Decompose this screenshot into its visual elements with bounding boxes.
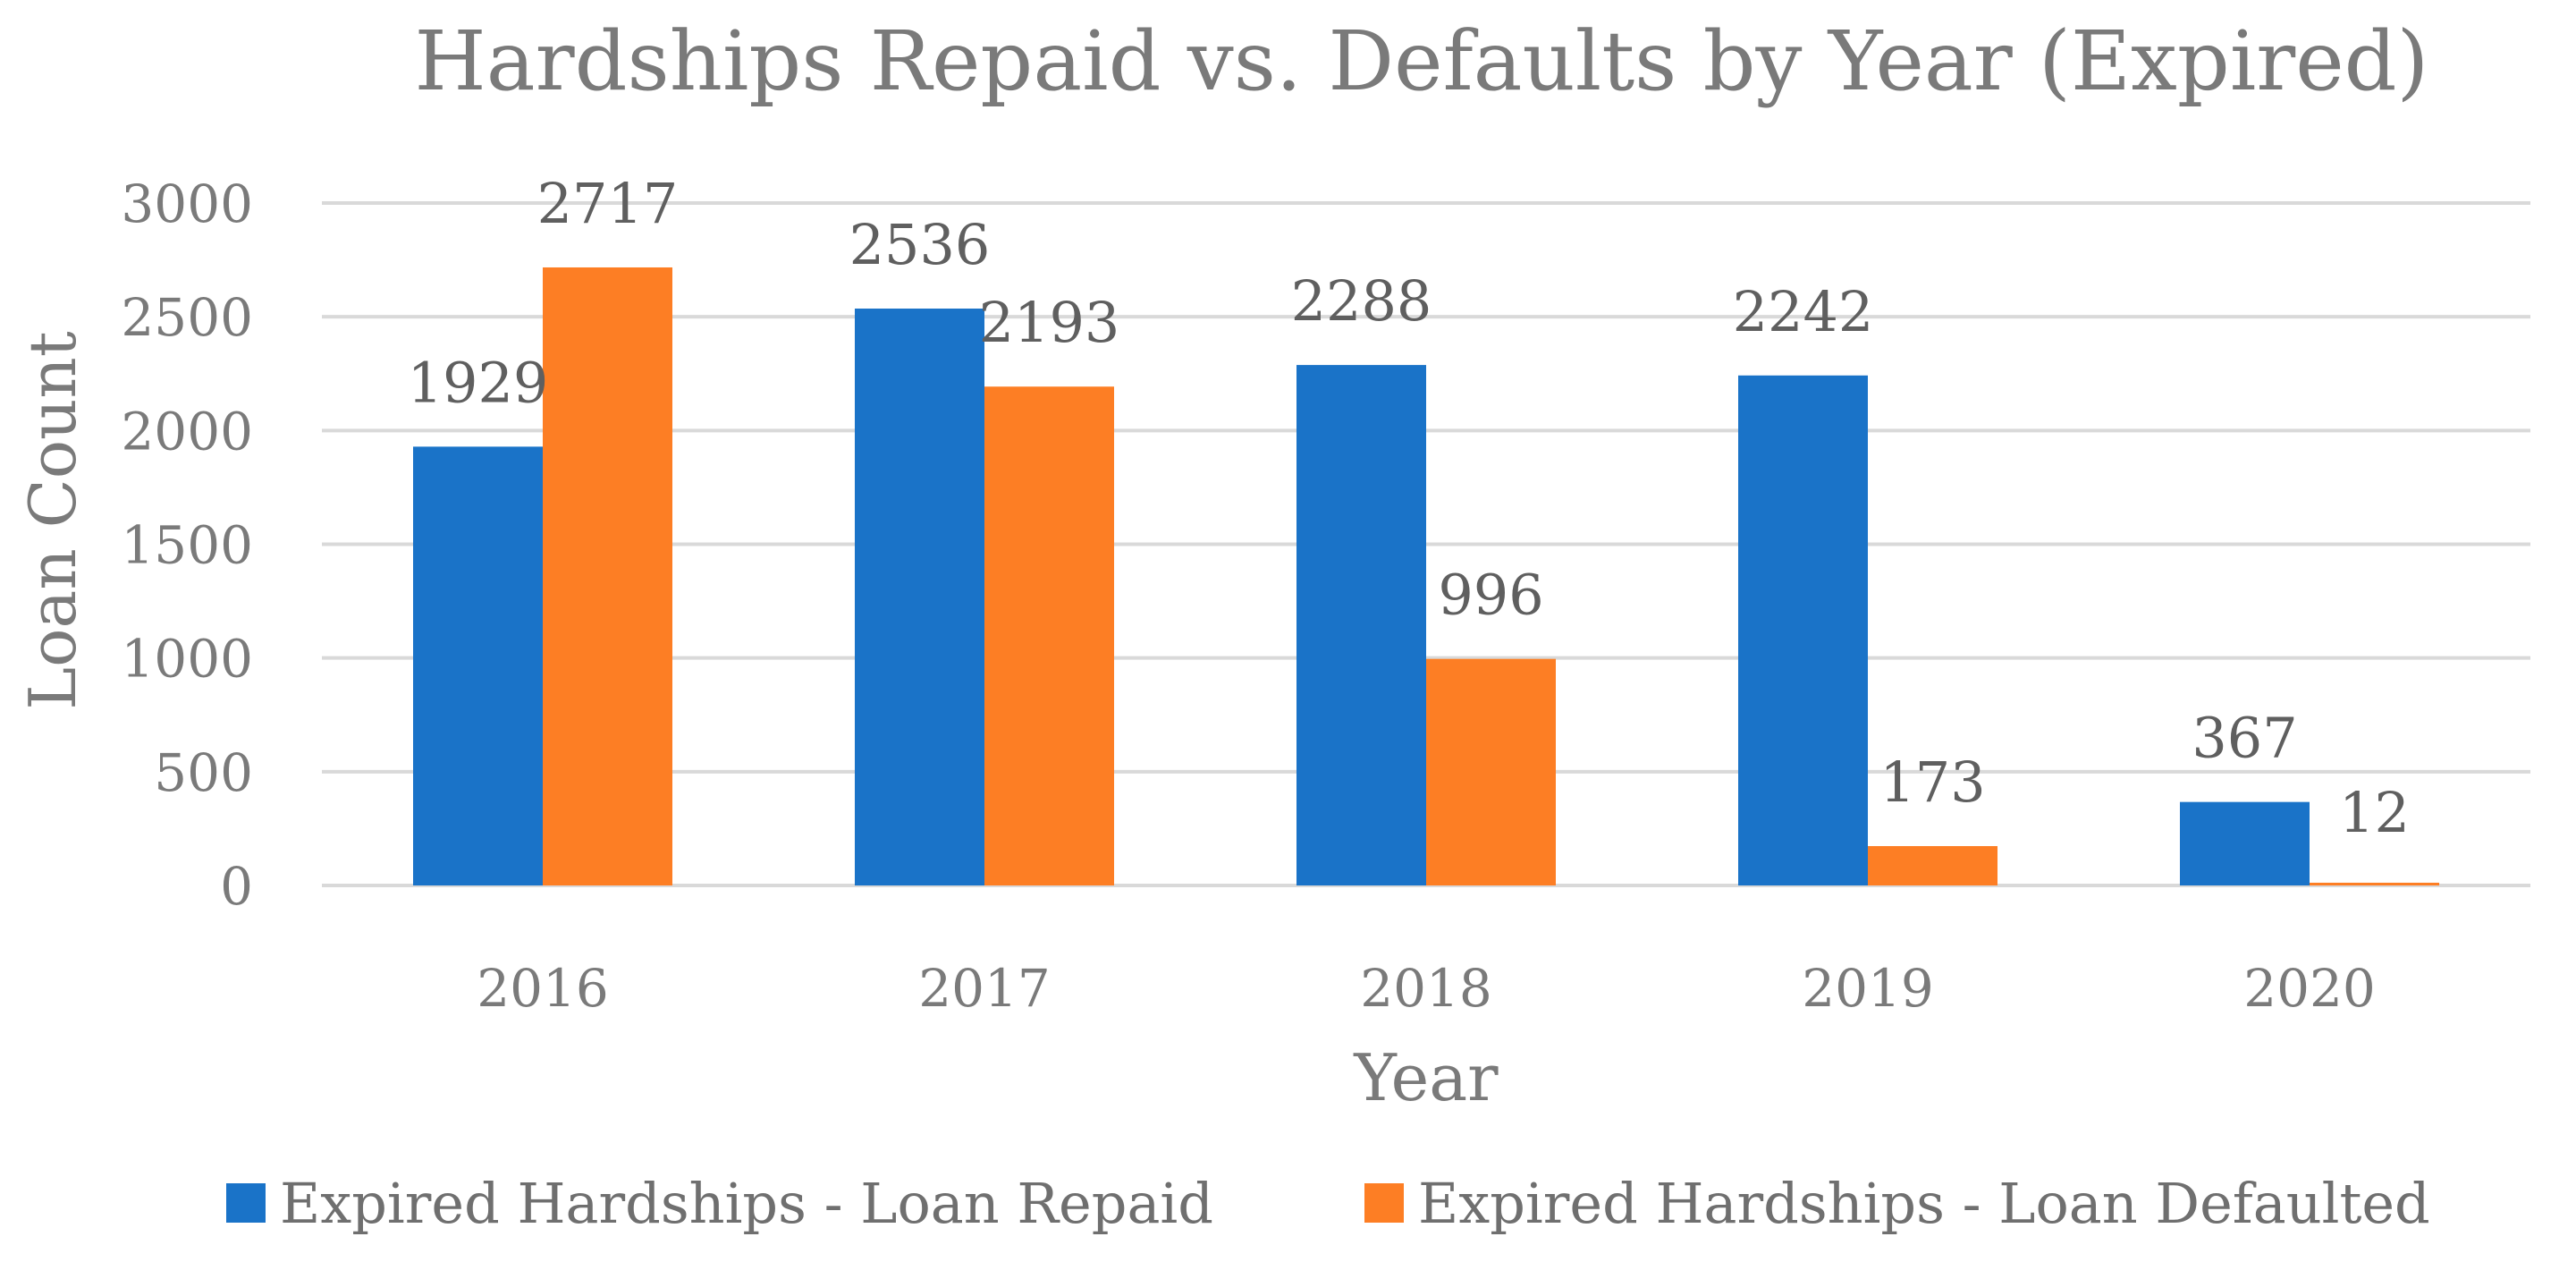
y-axis-ticks: 0 500 1000 1500 2000 2500 3000 [121, 174, 253, 917]
legend-swatch [1364, 1183, 1404, 1223]
legend-label: Expired Hardships - Loan Defaulted [1418, 1171, 2430, 1236]
x-tick-label: 2018 [1360, 958, 1492, 1019]
bar-defaulted-2019 [1868, 846, 1997, 885]
y-tick-label: 2500 [121, 287, 253, 348]
data-label: 2288 [1291, 268, 1432, 334]
y-tick-label: 0 [220, 856, 253, 917]
data-label: 2242 [1733, 279, 1874, 344]
y-tick-label: 500 [154, 742, 253, 803]
y-tick-label: 1000 [121, 629, 253, 690]
legend-label: Expired Hardships - Loan Repaid [280, 1171, 1213, 1236]
bar-repaid-2016 [413, 446, 543, 885]
data-label: 173 [1879, 750, 1985, 815]
y-tick-label: 2000 [121, 401, 253, 462]
y-tick-label: 1500 [121, 515, 253, 576]
data-label: 2717 [537, 171, 679, 236]
legend: Expired Hardships - Loan Repaid Expired H… [226, 1171, 2430, 1236]
bar-repaid-2017 [855, 309, 984, 885]
bars [413, 267, 2439, 885]
data-label: 2536 [849, 212, 991, 277]
x-tick-label: 2016 [477, 958, 609, 1019]
bar-repaid-2020 [2180, 801, 2310, 885]
x-axis-title: Year [1353, 1040, 1499, 1115]
data-label: 2193 [979, 290, 1120, 355]
bar-defaulted-2016 [543, 267, 672, 885]
bar-defaulted-2018 [1426, 658, 1556, 885]
bar-repaid-2019 [1738, 375, 1868, 885]
legend-swatch [226, 1183, 266, 1223]
bar-defaulted-2017 [984, 386, 1114, 885]
x-tick-label: 2020 [2243, 958, 2376, 1019]
y-tick-label: 3000 [121, 174, 253, 234]
x-tick-label: 2017 [918, 958, 1051, 1019]
bar-repaid-2018 [1296, 365, 1426, 885]
data-label: 12 [2339, 780, 2410, 845]
data-labels: 1929 2717 2536 2193 2288 996 2242 173 367 12 [408, 171, 2410, 845]
bar-defaulted-2020 [2310, 882, 2439, 885]
x-tick-label: 2019 [1802, 958, 1934, 1019]
data-label: 367 [2192, 706, 2297, 771]
x-axis-ticks: 2016 2017 2018 2019 2020 [477, 958, 2376, 1019]
data-label: 996 [1438, 563, 1543, 628]
data-label: 1929 [408, 350, 549, 415]
y-axis-title: Loan Count [15, 331, 90, 710]
chart-title: Hardships Repaid vs. Defaults by Year (E… [415, 13, 2429, 109]
